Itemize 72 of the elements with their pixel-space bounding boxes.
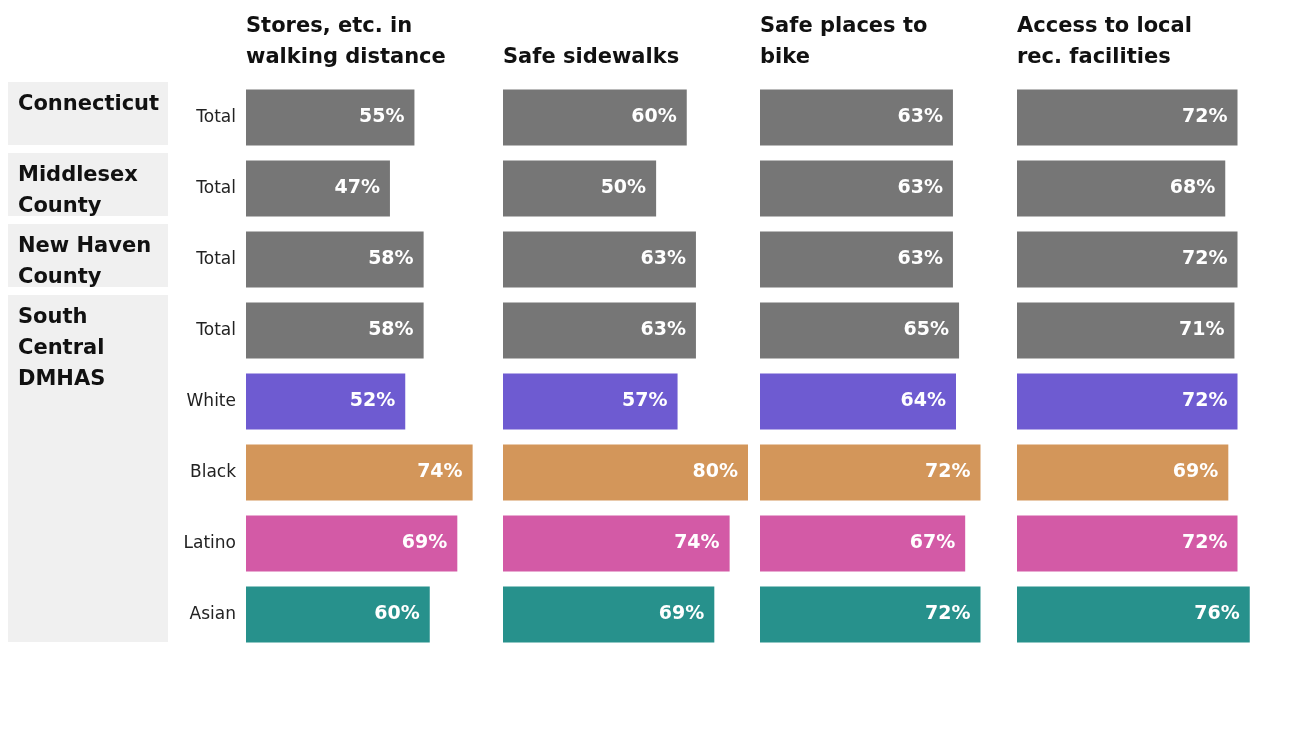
bar [1017, 231, 1238, 288]
bar [1017, 373, 1238, 430]
chart-title: Access to local rec. facilities [1017, 12, 1193, 70]
data-label: 63% [640, 317, 686, 340]
data-label: 57% [622, 388, 668, 411]
text: Middlesex County [8, 153, 168, 217]
data-label: 58% [368, 246, 414, 269]
chart-title: Safe sidewalks [503, 43, 681, 70]
chart-title: Stores, etc. in walking distance [246, 12, 447, 70]
bar [1017, 444, 1229, 501]
data-label: 80% [692, 459, 738, 482]
bar [503, 586, 715, 643]
bar [503, 373, 678, 430]
data-label: 63% [897, 104, 943, 127]
data-label: 71% [1178, 317, 1225, 340]
data-label: 63% [897, 246, 943, 269]
data-label: 69% [1172, 459, 1219, 482]
data-label: 67% [909, 530, 956, 553]
bar [1017, 586, 1250, 643]
y-tick-label: White [186, 389, 236, 410]
bar [246, 515, 458, 572]
data-label: 63% [640, 246, 686, 269]
bar [1017, 89, 1238, 146]
bar [246, 89, 415, 146]
data-label: 69% [401, 530, 448, 553]
y-tick-label: Total [195, 176, 236, 197]
data-label: 68% [1169, 175, 1216, 198]
data-label: 72% [925, 459, 971, 482]
data-label: 60% [374, 601, 420, 624]
y-tick-label: Asian [189, 602, 236, 623]
data-label: 60% [631, 104, 677, 127]
data-label: 65% [903, 317, 950, 340]
text: South Central DMHAS [8, 295, 168, 642]
data-label: 72% [1182, 388, 1228, 411]
data-label: 64% [900, 388, 946, 411]
y-tick-label: Total [195, 318, 236, 339]
data-label: 76% [1194, 601, 1240, 624]
bar [246, 160, 390, 217]
bar [503, 89, 687, 146]
bar [1017, 515, 1238, 572]
data-label: 55% [358, 104, 405, 127]
bar [503, 515, 730, 572]
data-label: 72% [925, 601, 971, 624]
bar [246, 586, 430, 643]
bar [246, 373, 406, 430]
bar [246, 302, 424, 359]
bar [503, 160, 657, 217]
data-label: 74% [417, 459, 463, 482]
y-tick-label: Total [195, 105, 236, 126]
text: Connecticut [8, 82, 168, 145]
bar [246, 231, 424, 288]
text: New Haven County [8, 224, 168, 288]
bar [503, 444, 748, 501]
bar [1017, 160, 1226, 217]
data-label: 72% [1182, 246, 1228, 269]
data-label: 47% [334, 175, 380, 198]
data-label: 52% [349, 388, 396, 411]
data-label: 72% [1182, 104, 1228, 127]
chart-title: Safe places to bike [760, 12, 929, 70]
data-label: 50% [600, 175, 647, 198]
y-tick-label: Latino [183, 531, 236, 552]
data-label: 69% [658, 601, 705, 624]
bar [246, 444, 473, 501]
data-label: 58% [368, 317, 414, 340]
bar [1017, 302, 1235, 359]
y-tick-label: Total [195, 247, 236, 268]
y-tick-label: Black [190, 460, 237, 481]
data-label: 72% [1182, 530, 1228, 553]
bar [503, 231, 696, 288]
data-label: 74% [674, 530, 720, 553]
data-label: 63% [897, 175, 943, 198]
bar [503, 302, 696, 359]
